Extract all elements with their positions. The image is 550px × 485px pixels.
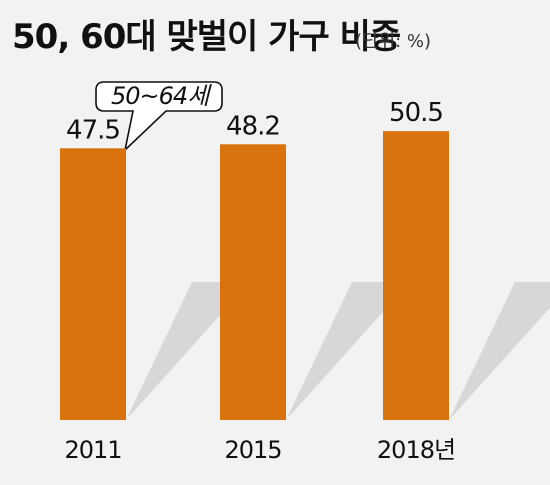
bars-layer: [60, 131, 550, 421]
bar-value-label: 50.5: [389, 98, 443, 128]
bar: [383, 131, 449, 420]
category-label: 2015: [224, 436, 281, 464]
chart-unit: (단위: %): [355, 31, 431, 52]
bar-shadow: [286, 282, 410, 420]
labels-layer: 47.5 2011 48.2 2015 50.5 2018년: [64, 98, 456, 464]
chart-title: 50, 60대 맞벌이 가구 비중: [12, 17, 401, 57]
bar: [220, 144, 286, 420]
bar-value-label: 47.5: [66, 115, 120, 145]
annotation-callout: 50~64세: [95, 81, 223, 153]
bar: [60, 148, 126, 421]
bar-shadow: [126, 282, 250, 420]
bar-value-label: 48.2: [226, 111, 280, 141]
callout-text: 50~64세: [111, 82, 212, 110]
bar-shadow: [449, 282, 550, 420]
category-label: 2018년: [377, 436, 455, 464]
callout-bubble: [95, 81, 223, 153]
category-label: 2011: [64, 436, 121, 464]
